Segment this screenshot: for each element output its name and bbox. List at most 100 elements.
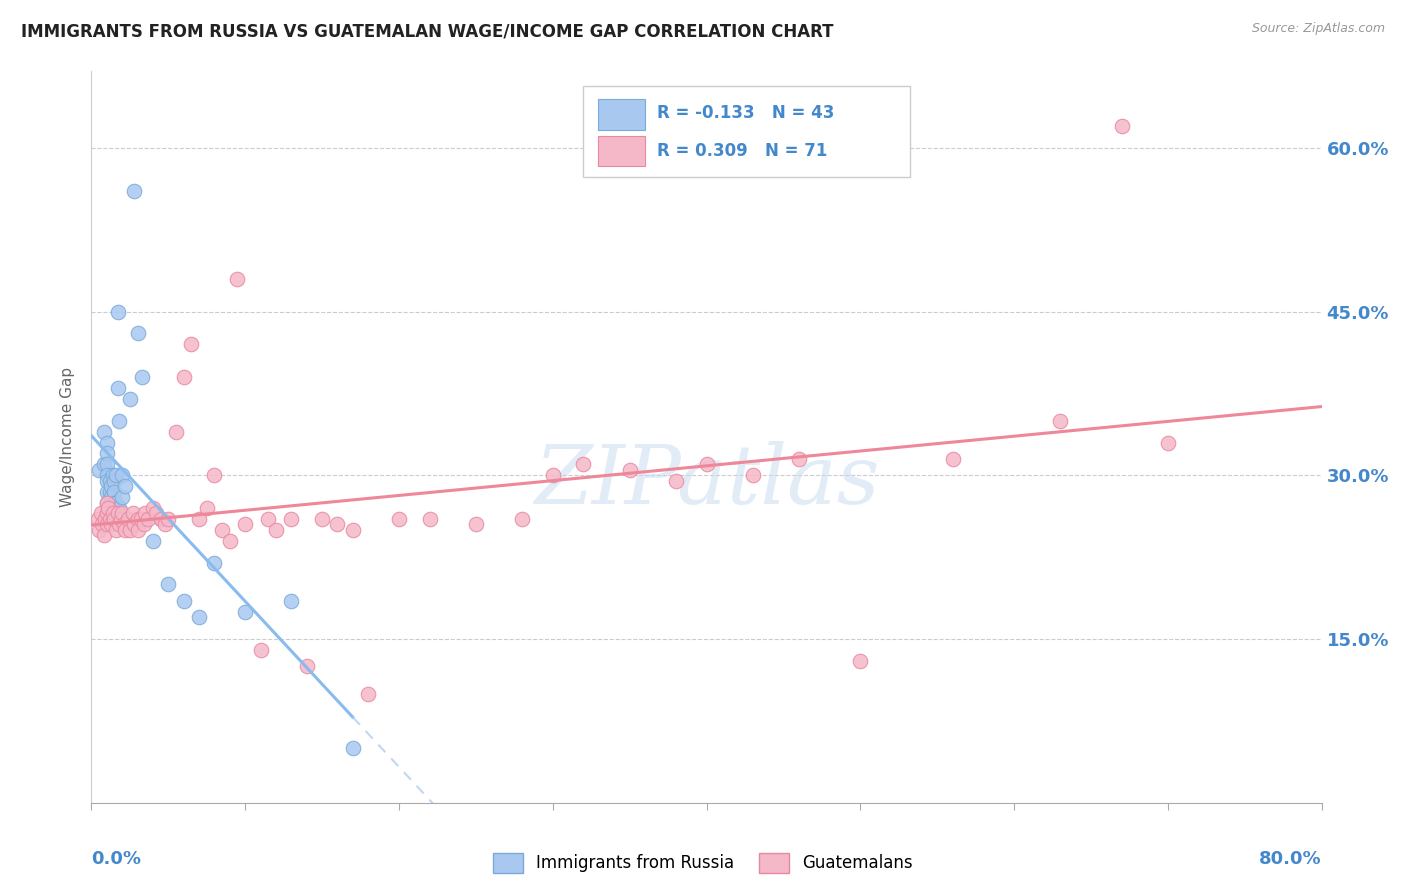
Point (100, 517, 122, 532)
Point (127, 326, 149, 341)
Point (100, 490, 122, 504)
Point (665, 474, 688, 488)
Point (342, 741, 364, 756)
Point (114, 479, 136, 493)
Point (117, 512, 139, 526)
Point (257, 512, 280, 526)
Text: R = 0.309   N = 71: R = 0.309 N = 71 (657, 142, 828, 160)
Point (107, 381, 129, 395)
Point (96, 507, 118, 521)
Point (153, 517, 177, 532)
Text: 80.0%: 80.0% (1258, 850, 1322, 868)
Point (110, 512, 132, 526)
Point (419, 512, 441, 526)
Point (280, 512, 302, 526)
Point (357, 687, 380, 701)
Point (173, 370, 195, 384)
Point (249, 643, 271, 657)
Point (93, 425, 115, 439)
Point (326, 517, 349, 532)
Point (98, 474, 121, 488)
Point (132, 517, 155, 532)
Point (541, 468, 564, 483)
Point (280, 594, 302, 608)
Point (103, 484, 125, 499)
Point (942, 451, 965, 466)
Point (1049, 414, 1071, 428)
Point (129, 512, 152, 526)
Point (188, 512, 211, 526)
Point (311, 512, 333, 526)
Point (233, 517, 256, 532)
Point (342, 523, 364, 537)
Point (91, 517, 114, 532)
Point (1111, 119, 1133, 133)
Point (173, 594, 195, 608)
Text: 0.0%: 0.0% (91, 850, 142, 868)
Point (122, 507, 145, 521)
Point (295, 659, 318, 673)
Point (105, 523, 127, 537)
Point (107, 304, 129, 318)
Point (233, 605, 256, 619)
Point (1157, 435, 1180, 450)
Point (108, 414, 131, 428)
Point (157, 512, 180, 526)
FancyBboxPatch shape (599, 99, 645, 130)
Point (101, 468, 124, 483)
Point (96, 435, 118, 450)
Point (111, 468, 134, 483)
Point (124, 185, 146, 199)
Point (103, 474, 125, 488)
Y-axis label: Wage/Income Gap: Wage/Income Gap (60, 367, 76, 508)
Point (96, 484, 118, 499)
Point (741, 468, 763, 483)
Point (464, 517, 486, 532)
Point (111, 490, 134, 504)
Point (97, 501, 120, 516)
Point (134, 507, 156, 521)
Point (388, 512, 411, 526)
Text: Source: ZipAtlas.com: Source: ZipAtlas.com (1251, 22, 1385, 36)
Point (107, 507, 129, 521)
Point (510, 512, 533, 526)
Text: ZIPatlas: ZIPatlas (534, 441, 879, 521)
Point (105, 495, 127, 509)
Point (101, 507, 124, 521)
Legend: Immigrants from Russia, Guatemalans: Immigrants from Russia, Guatemalans (486, 847, 920, 880)
Point (98, 512, 121, 526)
Point (100, 479, 122, 493)
Point (98, 484, 121, 499)
Point (87, 523, 110, 537)
Point (136, 512, 159, 526)
Point (114, 523, 136, 537)
Point (87, 463, 110, 477)
Point (101, 501, 124, 516)
Point (696, 458, 718, 472)
Point (165, 425, 187, 439)
Point (94, 512, 117, 526)
Point (619, 463, 641, 477)
Point (111, 507, 134, 521)
Point (112, 517, 135, 532)
Point (180, 337, 202, 351)
Point (572, 458, 595, 472)
Point (218, 533, 240, 548)
Point (149, 512, 172, 526)
Point (96, 468, 118, 483)
Point (124, 517, 146, 532)
Point (86, 512, 108, 526)
Point (202, 556, 225, 570)
Point (96, 495, 118, 509)
Point (127, 512, 149, 526)
Point (127, 523, 149, 537)
Point (149, 512, 172, 526)
Point (96, 458, 118, 472)
Point (103, 512, 125, 526)
Point (202, 468, 225, 483)
Point (142, 501, 165, 516)
Point (145, 507, 167, 521)
Text: R = -0.133   N = 43: R = -0.133 N = 43 (657, 104, 835, 122)
Point (108, 501, 131, 516)
FancyBboxPatch shape (583, 86, 910, 178)
